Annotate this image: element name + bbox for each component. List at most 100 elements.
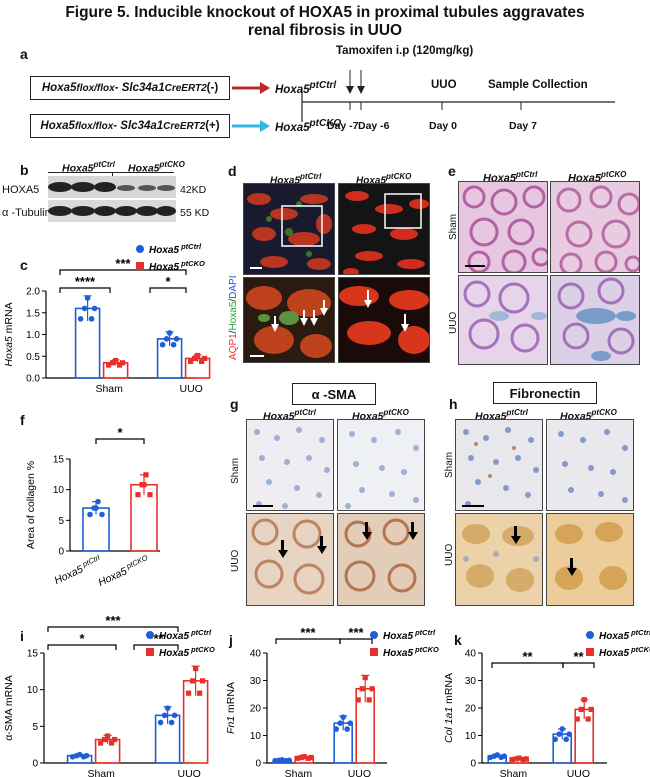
histology-e-sham-ctrl	[458, 181, 548, 273]
significance-bracket	[339, 638, 373, 644]
data-point	[91, 305, 98, 312]
data-point	[163, 336, 170, 342]
significance-label: *	[79, 631, 85, 646]
data-point	[520, 757, 526, 763]
y-tick-label: 2.0	[26, 287, 40, 298]
g-row-label: Sham	[230, 457, 241, 484]
data-point	[93, 505, 99, 511]
significance-bracket	[562, 662, 595, 668]
figure-title-line-2: renal fibrosis in UUO	[247, 22, 403, 39]
significance-bracket	[59, 287, 111, 293]
panel-label-g: g	[230, 396, 239, 412]
blot-kd-label: 42KD	[180, 184, 207, 196]
data-point	[99, 511, 105, 518]
significance-bracket	[133, 644, 179, 650]
data-point	[337, 720, 343, 726]
y-axis-label: Hoxa5 mRNA	[3, 302, 15, 366]
data-point	[81, 305, 88, 312]
data-point	[305, 755, 311, 761]
y-tick-label: 10	[465, 731, 477, 742]
significance-label: **	[522, 649, 533, 664]
data-point	[301, 754, 307, 760]
histology-e-sham-cko	[550, 181, 640, 273]
histology-e-uuo-cko	[550, 275, 640, 365]
if-image-cko-high	[338, 277, 430, 363]
legend-ctrl-marker	[136, 245, 144, 253]
data-point	[552, 736, 558, 743]
data-point	[166, 330, 173, 336]
data-point	[141, 482, 147, 488]
data-point	[192, 355, 198, 362]
data-point	[120, 360, 126, 366]
d-col-ctrl-label: Hoxa5ptCtrl	[270, 172, 322, 187]
data-point	[308, 754, 314, 761]
histology-e-uuo-ctrl	[458, 275, 548, 365]
arrow-icon	[567, 568, 577, 576]
h-row-label: Sham	[444, 451, 455, 478]
data-point	[574, 716, 580, 722]
x-tick-label: Sham	[285, 768, 313, 777]
d-stain-label: AQP1/Hoxa5/DAPI	[228, 275, 239, 361]
legend-cko-marker	[136, 262, 144, 270]
data-point	[559, 726, 565, 732]
ctrl-genotype-label: Hoxa5ptCtrl	[275, 80, 337, 96]
panel-label-b: b	[20, 162, 29, 178]
data-point	[98, 740, 104, 746]
data-point	[366, 697, 372, 703]
data-point	[355, 697, 361, 703]
legend-ctrl-marker	[370, 631, 378, 639]
legend-cko-marker	[370, 648, 378, 656]
x-tick-label: Sham	[87, 768, 115, 777]
data-point	[369, 686, 375, 692]
data-point	[298, 754, 304, 761]
data-point	[112, 736, 118, 743]
timeline-diagram	[232, 70, 615, 132]
y-axis-label: Col 1a1 mRNA	[443, 673, 455, 743]
data-point	[170, 341, 177, 348]
western-blot-image	[48, 176, 176, 222]
data-point	[494, 752, 500, 758]
blot-cko-label: Hoxa5ptCKO	[128, 160, 185, 175]
data-point	[195, 352, 201, 359]
panel-label-c: c	[20, 257, 28, 273]
day-label: Day 0	[429, 120, 458, 132]
panel-label-h: h	[449, 396, 458, 412]
data-point	[87, 511, 93, 518]
arrow-icon	[278, 550, 288, 558]
arrow-icon	[271, 324, 279, 332]
blot-row-label: HOXA5	[2, 184, 40, 196]
ihc-g-sham-ctrl	[246, 419, 334, 511]
data-point	[333, 726, 339, 732]
data-point	[294, 755, 300, 761]
arrow-icon	[362, 532, 372, 540]
panel-label-e: e	[448, 163, 456, 179]
x-tick-label: Hoxa5 ptCKO	[96, 553, 152, 589]
y-tick-label: 10	[27, 685, 39, 696]
y-tick-label: 20	[465, 704, 477, 715]
data-point	[143, 472, 149, 478]
panel-label-f: f	[20, 412, 25, 428]
data-point	[347, 720, 353, 726]
legend-ctrl-marker	[586, 631, 594, 639]
h-row-label: UUO	[444, 543, 455, 566]
data-point	[157, 719, 164, 726]
panel-label-d: d	[228, 163, 237, 179]
d-col-cko-label: Hoxa5ptCKO	[356, 172, 412, 187]
data-point	[110, 360, 116, 366]
data-point	[193, 665, 199, 672]
significance-label: ***	[115, 256, 131, 271]
significance-bracket	[47, 644, 117, 650]
y-tick-label: 10	[53, 485, 65, 496]
data-point	[106, 362, 112, 368]
significance-label: ***	[300, 625, 316, 640]
data-point	[84, 295, 91, 301]
day-label: Day -6	[358, 120, 390, 132]
x-tick-label: Sham	[95, 383, 123, 395]
significance-label: *	[117, 425, 123, 440]
arrow-icon	[320, 308, 328, 316]
legend-cko-label: Hoxa5 ptCKO	[599, 645, 650, 659]
y-tick-label: 20	[250, 704, 262, 715]
data-point	[135, 492, 141, 498]
genotype-box-positive: Hoxa5 flox/flox - Slc34a1 CreERT2 (+)	[30, 114, 230, 138]
